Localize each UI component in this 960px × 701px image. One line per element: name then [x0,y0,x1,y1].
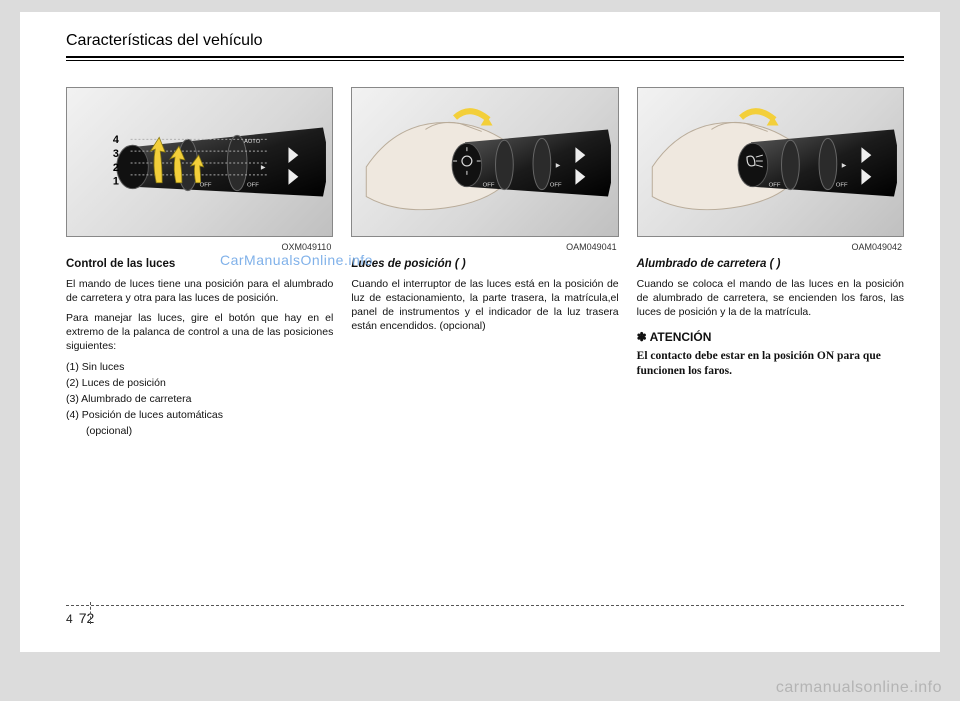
figure-light-control: 4 3 2 1 AUTO OFF ▶ OFF [66,87,333,237]
attention-heading: ✽ ATENCIÓN [637,329,904,345]
footer-numbers: 4 72 [66,610,904,626]
col3-subhead: Alumbrado de carretera ( ) [637,257,904,273]
figure-code-2: OAM049041 [351,241,618,253]
figure-code-3: OAM049042 [637,241,904,253]
svg-text:AUTO: AUTO [244,139,261,145]
footer-dash-rule [66,605,904,606]
fig1-num-3: 3 [113,148,119,160]
svg-text:OFF: OFF [483,183,495,189]
col3-p1: Cuando se coloca el mando de las luces e… [637,277,904,320]
footer-page: 72 [79,610,95,626]
svg-text:OFF: OFF [247,183,259,189]
svg-text:▶: ▶ [556,163,561,169]
col2-subhead: Luces de posición ( ) [351,257,618,273]
fig1-num-4: 4 [113,134,119,146]
page-footer: 4 72 [66,605,904,626]
col1-item-3: (3) Alumbrado de carretera [66,392,333,406]
figure-position-lights: OFF OFF ▶ [351,87,618,237]
header-rule-bottom [66,60,904,61]
footer-vertical-dots [90,602,91,624]
attention-note: El contacto debe estar en la posición ON… [637,349,904,379]
figure-headlights: OFF OFF ▶ [637,87,904,237]
col1-item-4b: (opcional) [66,424,333,438]
svg-text:OFF: OFF [768,183,780,189]
header-rule-top [66,56,904,58]
column-2: OFF OFF ▶ OAM049041 Luces de posición ( … [351,87,618,440]
col1-p2: Para manejar las luces, gire el botón qu… [66,311,333,354]
fig1-num-1: 1 [113,176,119,188]
svg-text:OFF: OFF [835,183,847,189]
column-1: 4 3 2 1 AUTO OFF ▶ OFF OXM049110 Control… [66,87,333,440]
bottom-watermark: carmanualsonline.info [776,679,942,697]
col2-p1: Cuando el interruptor de las luces está … [351,277,618,334]
column-3: OFF OFF ▶ OAM049042 Alumbrado de carrete… [637,87,904,440]
col1-subhead: Control de las luces [66,257,333,273]
svg-text:OFF: OFF [550,183,562,189]
manual-page: Características del vehículo [20,12,940,652]
svg-text:▶: ▶ [261,165,266,171]
col1-item-2: (2) Luces de posición [66,376,333,390]
col1-item-4: (4) Posición de luces automáticas [66,408,333,422]
col1-item-1: (1) Sin luces [66,360,333,374]
page-header: Características del vehículo [66,32,904,61]
col1-p1: El mando de luces tiene una posición par… [66,277,333,305]
fig1-num-2: 2 [113,162,119,174]
svg-text:OFF: OFF [200,183,212,189]
header-title: Características del vehículo [66,32,904,50]
footer-section: 4 [66,612,73,626]
svg-text:▶: ▶ [841,163,846,169]
figure-code-1: OXM049110 [66,241,333,253]
content-columns: 4 3 2 1 AUTO OFF ▶ OFF OXM049110 Control… [66,87,904,440]
